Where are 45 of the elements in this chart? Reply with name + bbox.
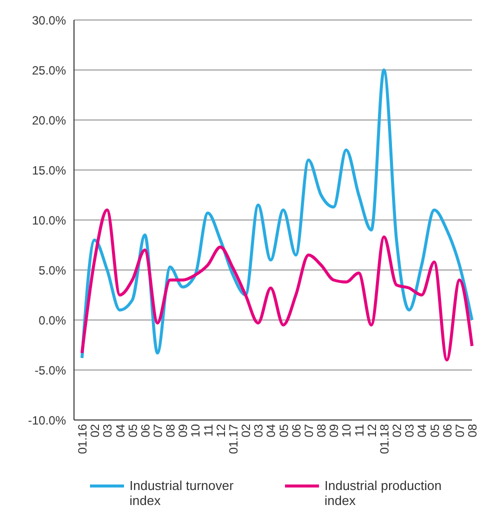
legend-label: Industrial turnover index bbox=[130, 478, 235, 508]
x-tick-label: 07 bbox=[452, 424, 467, 438]
x-tick-label: 01.18 bbox=[377, 424, 392, 454]
y-tick-label: -10.0% bbox=[28, 413, 66, 428]
x-tick-label: 07 bbox=[151, 424, 166, 438]
x-tick-label: 02 bbox=[239, 424, 254, 438]
y-tick-label: 25.0% bbox=[32, 63, 66, 78]
y-tick-label: 20.0% bbox=[32, 113, 66, 128]
y-tick-label: 15.0% bbox=[32, 163, 66, 178]
x-tick-label: 10 bbox=[188, 424, 203, 438]
x-tick-label: 10 bbox=[340, 424, 354, 438]
y-tick-label: 0.0% bbox=[38, 313, 66, 328]
x-tick-label: 03 bbox=[402, 424, 417, 438]
x-tick-label: 05 bbox=[428, 424, 442, 438]
x-tick-label: 06 bbox=[138, 424, 152, 438]
x-tick-label: 03 bbox=[100, 424, 115, 438]
legend-label: Industrial production index bbox=[324, 478, 443, 508]
y-tick-label: -5.0% bbox=[34, 363, 66, 378]
x-tick-label: 08 bbox=[314, 424, 329, 438]
y-tick-label: 5.0% bbox=[38, 263, 66, 278]
x-tick-label: 03 bbox=[252, 424, 266, 438]
x-tick-label: 02 bbox=[88, 424, 102, 438]
x-tick-label: 01.16 bbox=[76, 424, 90, 454]
x-tick-label: 02 bbox=[390, 424, 404, 438]
x-tick-label: 11 bbox=[201, 424, 216, 436]
x-tick-label: 08 bbox=[164, 424, 178, 438]
line-series bbox=[80, 68, 474, 360]
x-tick-label: 04 bbox=[113, 424, 128, 438]
line-series bbox=[80, 208, 474, 362]
x-tick-label: 12 bbox=[214, 424, 228, 438]
x-tick-label: 04 bbox=[415, 424, 430, 438]
x-tick-label: 04 bbox=[264, 424, 278, 438]
y-tick-label: 10.0% bbox=[32, 213, 66, 228]
x-tick-label: 06 bbox=[440, 424, 454, 438]
x-tick-label: 11 bbox=[352, 424, 366, 436]
x-tick-label: 09 bbox=[176, 424, 190, 438]
x-tick-label: 05 bbox=[276, 424, 291, 438]
x-tick-label: 09 bbox=[327, 424, 342, 438]
x-tick-label: 08 bbox=[466, 424, 480, 438]
y-tick-label: 30.0% bbox=[32, 13, 66, 28]
x-tick-label: 05 bbox=[126, 424, 140, 438]
x-tick-label: 06 bbox=[289, 424, 304, 438]
x-tick-label: 01.17 bbox=[226, 424, 240, 454]
x-tick-label: 12 bbox=[364, 424, 379, 438]
x-tick-label: 07 bbox=[302, 424, 316, 438]
